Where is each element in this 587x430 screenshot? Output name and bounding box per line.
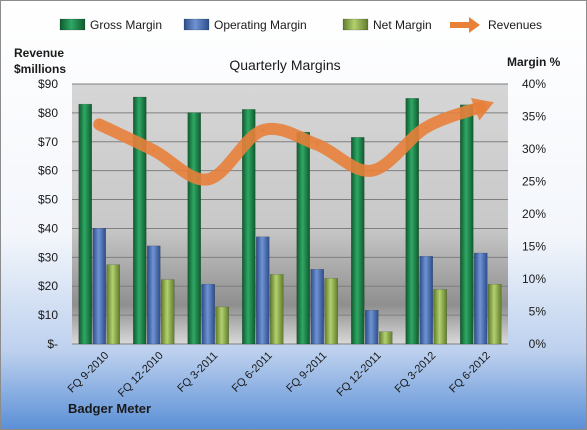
- left-axis-title-line1: Revenue: [14, 46, 64, 60]
- left-tick-label: $20: [38, 279, 58, 293]
- left-tick-label: $50: [38, 193, 58, 207]
- revenue-line: [93, 97, 494, 186]
- legend-swatch: [59, 18, 86, 31]
- left-axis-ticks: $- $10 $20 $30 $40 $50 $60 $70 $80 $90: [38, 77, 58, 351]
- legend-label: Gross Margin: [90, 18, 162, 32]
- revenue-line-arrowhead: [470, 97, 494, 121]
- left-tick-label: $10: [38, 308, 58, 322]
- operating-margin-bar: [256, 236, 270, 345]
- right-tick-label: 15%: [522, 240, 546, 254]
- net-margin-bar: [379, 331, 393, 345]
- right-tick-label: 25%: [522, 175, 546, 189]
- operating-margin-bar: [92, 228, 106, 345]
- right-axis-ticks: 0% 5% 10% 15% 20% 25% 30% 35% 40%: [522, 77, 546, 351]
- legend-label: Revenues: [488, 18, 542, 32]
- left-tick-label: $80: [38, 106, 58, 120]
- net-margin-bar: [270, 274, 284, 345]
- gross-margin-bar: [405, 98, 419, 345]
- revenue-point: [152, 148, 156, 152]
- chart-title: Quarterly Margins: [229, 57, 340, 73]
- gross-margin-bar: [351, 137, 365, 345]
- left-tick-label: $70: [38, 135, 58, 149]
- right-tick-label: 20%: [522, 207, 546, 221]
- left-tick-label: $90: [38, 77, 58, 91]
- net-margin-bar: [488, 283, 502, 345]
- net-margin-bar: [215, 306, 229, 345]
- revenue-point: [261, 128, 265, 132]
- gross-margin-bar: [133, 96, 147, 345]
- operating-margin-bar: [419, 256, 433, 345]
- right-tick-label: 30%: [522, 142, 546, 156]
- revenue-point: [315, 143, 319, 147]
- left-tick-label: $-: [47, 337, 58, 351]
- net-margin-bar: [433, 289, 447, 345]
- legend-label: Net Margin: [373, 18, 432, 32]
- legend-swatch-arrow: [469, 17, 480, 33]
- revenue-point: [97, 122, 101, 126]
- right-tick-label: 40%: [522, 77, 546, 91]
- revenue-line-path: [93, 101, 487, 186]
- operating-margin-bar: [365, 309, 379, 345]
- gross-margin-bar: [296, 131, 310, 345]
- net-margin-bar: [106, 264, 120, 345]
- footer-label: Badger Meter: [68, 401, 151, 416]
- left-tick-label: $40: [38, 221, 58, 235]
- operating-margin-bar: [147, 245, 161, 345]
- gross-margin-bar: [242, 109, 256, 345]
- legend-swatch: [342, 18, 369, 31]
- left-axis-title-line2: $millions: [14, 62, 66, 76]
- left-tick-label: $30: [38, 250, 58, 264]
- revenue-point: [370, 169, 374, 173]
- right-tick-label: 5%: [529, 305, 547, 319]
- right-tick-label: 10%: [522, 272, 546, 286]
- legend-swatch: [183, 18, 210, 31]
- operating-margin-bar: [310, 269, 324, 345]
- right-tick-label: 0%: [529, 337, 547, 351]
- legend-label: Operating Margin: [214, 18, 307, 32]
- net-margin-bar: [161, 279, 175, 345]
- revenue-point: [424, 125, 428, 129]
- gross-margin-bar: [460, 104, 474, 345]
- left-tick-label: $60: [38, 164, 58, 178]
- net-margin-bar: [324, 278, 338, 345]
- gross-margin-bar: [187, 112, 201, 345]
- operating-margin-bar: [201, 283, 215, 345]
- operating-margin-bar: [474, 252, 488, 345]
- revenue-point: [206, 177, 210, 181]
- revenue-point: [479, 105, 483, 109]
- right-tick-label: 35%: [522, 110, 546, 124]
- gross-margin-bar: [78, 103, 92, 345]
- legend: Gross Margin Operating Margin Net Margin Re…: [59, 17, 542, 33]
- right-axis-title: Margin %: [507, 55, 561, 69]
